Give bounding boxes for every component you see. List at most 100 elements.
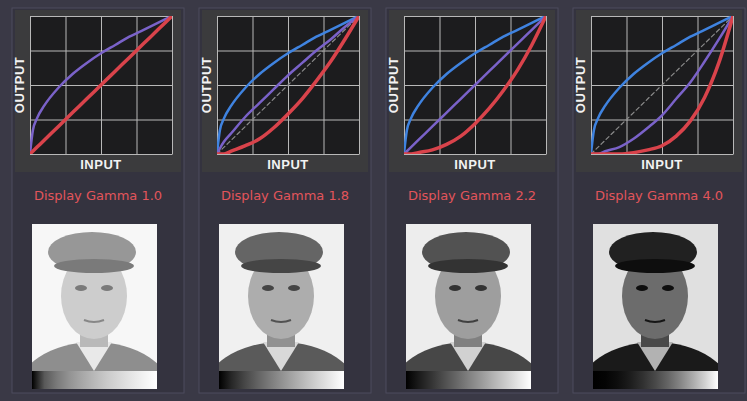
y-axis-title: OUTPUT	[573, 57, 588, 113]
series-line	[217, 16, 359, 154]
photo-mouth	[84, 320, 104, 322]
grid-line	[733, 16, 734, 154]
photo-mouth	[271, 320, 291, 322]
tick	[591, 16, 733, 17]
series-line	[217, 16, 359, 154]
photo-brim	[428, 259, 508, 273]
grid-line	[30, 120, 172, 121]
series-line	[591, 16, 733, 154]
series-line	[591, 16, 733, 154]
photo-background	[593, 224, 718, 371]
photo-brim	[615, 259, 695, 273]
x-axis-title: INPUT	[454, 157, 496, 172]
chart-svg: OUTPUTINPUTDisplay Gamma 1.0OUTPUTINPUTD…	[0, 0, 747, 401]
x-axis-title: INPUT	[80, 157, 122, 172]
photo	[406, 224, 531, 371]
grid-line	[404, 154, 546, 155]
axis-line	[592, 154, 734, 155]
title: Display Gamma 2.2	[408, 188, 536, 203]
series-line	[591, 16, 733, 154]
grid-line	[30, 154, 172, 155]
tick	[546, 16, 547, 154]
plot-area	[30, 16, 172, 154]
photo	[32, 224, 157, 371]
grid-line	[546, 16, 547, 154]
grid-line	[359, 16, 360, 154]
tick	[404, 16, 546, 17]
series-line	[404, 16, 546, 154]
photo-mouth	[458, 320, 478, 322]
axis-line	[405, 154, 547, 155]
photo-eye	[288, 285, 300, 291]
grid-line	[172, 16, 173, 154]
plot-area	[404, 16, 546, 154]
gradient-bar	[219, 371, 344, 389]
photo-eye	[475, 285, 487, 291]
series-line	[404, 16, 546, 154]
tick	[591, 120, 733, 121]
title: Display Gamma 4.0	[595, 188, 723, 203]
panel: OUTPUT INPUT Display Gamma 1.0	[12, 8, 184, 401]
tick	[172, 16, 173, 154]
photo-brim	[54, 259, 134, 273]
photo-brim	[241, 259, 321, 273]
x-axis	[31, 16, 173, 155]
grid-line	[404, 120, 546, 121]
marks	[217, 16, 359, 154]
photo-eye	[75, 285, 87, 291]
gradient-bar	[32, 371, 157, 389]
grid-line	[591, 154, 733, 155]
series-line	[30, 16, 172, 154]
plot-area	[217, 16, 359, 154]
chart-box	[202, 10, 368, 172]
gradient-bar	[406, 371, 531, 389]
tick	[404, 51, 546, 52]
photo	[219, 224, 344, 371]
series-line	[404, 16, 546, 154]
x-axis-title: INPUT	[267, 157, 309, 172]
marks	[30, 16, 172, 154]
panel-frame	[573, 8, 745, 393]
series-line	[217, 16, 359, 154]
y-axis	[591, 17, 733, 155]
panel: OUTPUTINPUTDisplay Gamma 4.0	[573, 8, 745, 401]
grid-line	[30, 16, 172, 17]
grid-line	[591, 120, 733, 121]
panel: OUTPUTINPUTDisplay Gamma 1.8	[199, 8, 371, 401]
tick	[30, 154, 172, 155]
tick	[30, 120, 172, 121]
grid-line	[404, 51, 546, 52]
chart-box	[576, 10, 742, 172]
tick	[359, 16, 360, 154]
tick	[217, 120, 359, 121]
title: Display Gamma 1.0	[34, 188, 162, 203]
tick	[591, 154, 733, 155]
tick	[217, 16, 359, 17]
y-axis-title: OUTPUT	[12, 57, 27, 113]
x-axis	[218, 16, 360, 155]
photo	[593, 224, 718, 371]
y-axis	[30, 17, 172, 155]
axis-line	[218, 154, 360, 155]
gradient-bar	[593, 371, 718, 389]
series-line	[591, 16, 733, 154]
grid-line	[591, 16, 733, 17]
photo-eye	[449, 285, 461, 291]
y-axis	[217, 17, 359, 155]
photo-background	[406, 224, 531, 371]
photo-cap	[422, 232, 510, 272]
title: Display Gamma 1.8	[221, 188, 349, 203]
background	[0, 0, 747, 401]
y-axis-title: OUTPUT	[386, 57, 401, 113]
tick	[404, 120, 546, 121]
photo-eye	[262, 285, 274, 291]
grid-line	[217, 16, 359, 17]
photo-background	[219, 224, 344, 371]
panel: OUTPUT INPUT Display Gamma 2.2	[386, 8, 558, 401]
tick	[30, 51, 172, 52]
photo-mouth	[645, 320, 665, 322]
x-axis	[405, 16, 547, 155]
photo-eye	[662, 285, 674, 291]
grid-line	[404, 16, 546, 17]
panel-frame	[199, 8, 371, 393]
